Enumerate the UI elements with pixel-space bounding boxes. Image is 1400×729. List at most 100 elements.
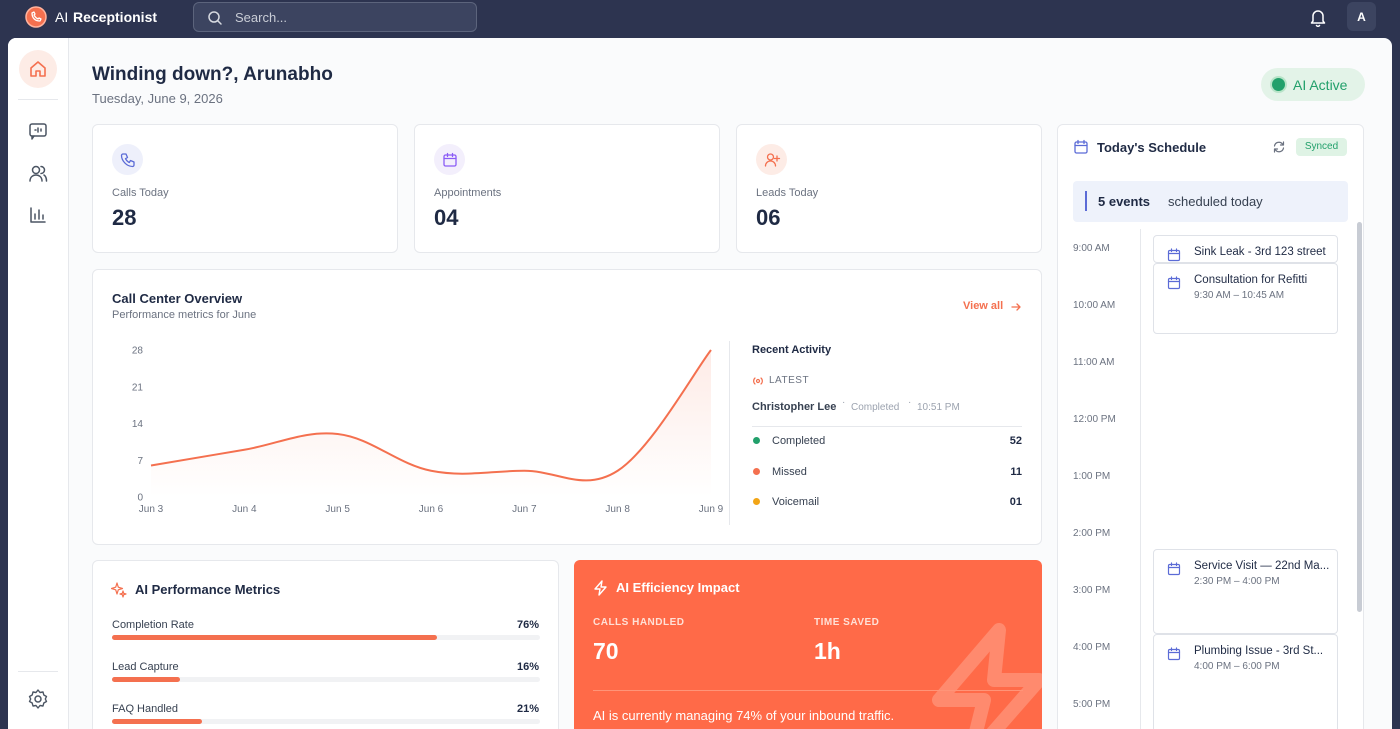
activity-value: 01: [1009, 496, 1022, 508]
stat-value: 28: [112, 205, 137, 230]
stat-icon: [434, 144, 465, 175]
y-tick-label: 14: [132, 419, 144, 430]
metric-bar: [112, 719, 202, 724]
sidebar: [8, 38, 69, 729]
avatar[interactable]: A: [1347, 2, 1376, 31]
sparkle-icon: [111, 582, 127, 598]
x-tick-label: Jun 5: [325, 504, 350, 515]
status-dot: [753, 437, 760, 444]
schedule-title: Today's Schedule: [1097, 140, 1207, 155]
overview-card: Call Center Overview Performance metrics…: [92, 269, 1042, 545]
event-title: Sink Leak - 3rd 123 street: [1194, 246, 1326, 258]
ai-status: AI Active: [1261, 68, 1365, 101]
overview-title: Call Center Overview: [112, 291, 243, 306]
notification-bell[interactable]: [1309, 7, 1327, 27]
arrow-icon: [1011, 303, 1021, 311]
summary-count: 5 events: [1098, 194, 1151, 209]
activity-title: Recent Activity: [752, 344, 832, 356]
event-icon: [1167, 248, 1181, 262]
stat-label: Leads Today: [756, 187, 819, 199]
event-card[interactable]: Service Visit — 22nd Ma... 2:30 PM – 4:00…: [1153, 549, 1338, 634]
activity-value: 52: [1009, 435, 1022, 447]
activity-label: Voicemail: [772, 496, 820, 508]
greeting-title: Winding down?, Arunabho: [92, 64, 333, 85]
brand-prefix: AI: [55, 9, 69, 25]
event-icon: [1167, 276, 1181, 290]
stat-icon: [112, 144, 143, 175]
timeline-divider: [1140, 229, 1141, 729]
metric-track: [112, 677, 540, 682]
line-series: [150, 349, 712, 482]
separator: ·: [842, 397, 846, 408]
time-label: 9:00 AM: [1073, 243, 1110, 254]
search-box[interactable]: Search...: [193, 2, 477, 32]
bolt-watermark: [932, 623, 1042, 729]
x-tick-label: Jun 9: [699, 504, 724, 515]
status-dot: [753, 467, 760, 475]
time-label: 5:00 PM: [1073, 699, 1111, 710]
activity-label: Missed: [772, 465, 807, 478]
time-value: 1h: [814, 638, 841, 664]
latest-icon: [753, 377, 763, 385]
nav-settings[interactable]: [27, 688, 49, 710]
efficiency-card: AI Efficiency Impact CALLS HANDLED 70 TI…: [574, 560, 1042, 729]
metric-track: [112, 719, 540, 724]
nav-contacts[interactable]: [28, 163, 48, 183]
x-tick-label: Jun 3: [139, 504, 164, 515]
time-label: 3:00 PM: [1073, 585, 1111, 596]
event-time: 4:00 PM – 6:00 PM: [1194, 661, 1280, 672]
sidebar-divider: [18, 99, 58, 100]
metrics-card: AI Performance Metrics Completion Rate 76…: [92, 560, 559, 729]
y-tick-label: 7: [137, 456, 143, 467]
calls-value: 70: [593, 638, 619, 664]
latest-status: Completed: [851, 402, 900, 413]
stat-card: Appointments 04: [414, 124, 720, 253]
icon: [120, 152, 135, 167]
event-time: 9:30 AM – 10:45 AM: [1194, 290, 1285, 301]
time-label: 11:00 AM: [1073, 357, 1115, 368]
greeting-date: Tuesday, June 9, 2026: [92, 91, 223, 106]
view-all-text: View all: [963, 300, 1004, 312]
metrics-title: AI Performance Metrics: [135, 582, 281, 597]
event-title: Consultation for Refitti: [1194, 274, 1308, 286]
summary-accent: [1085, 191, 1087, 211]
x-tick-label: Jun 7: [512, 504, 537, 515]
x-tick-label: Jun 8: [605, 504, 630, 515]
event-card[interactable]: Sink Leak - 3rd 123 street: [1153, 235, 1338, 263]
top-bar: AI Receptionist Search... A: [0, 0, 1400, 38]
calendar-icon: [1074, 139, 1088, 154]
status-dot: [1272, 78, 1285, 91]
divider: [752, 426, 1022, 427]
home-icon: [30, 61, 46, 77]
search-placeholder: Search...: [235, 10, 288, 25]
nav-calls[interactable]: [28, 121, 48, 141]
event-icon: [1167, 562, 1181, 576]
calls-label: CALLS HANDLED: [593, 617, 685, 628]
event-title: Service Visit — 22nd Ma...: [1194, 560, 1330, 572]
event-title: Plumbing Issue - 3rd St...: [1194, 645, 1324, 657]
stat-card: Calls Today 28: [92, 124, 398, 253]
event-card[interactable]: Plumbing Issue - 3rd St... 4:00 PM – 6:00…: [1153, 634, 1338, 729]
nav-analytics[interactable]: [28, 205, 48, 225]
icon: [764, 152, 780, 167]
metric-value: 16%: [516, 661, 539, 673]
metric-label: Completion Rate: [112, 619, 194, 631]
schedule-panel: Today's Schedule Synced 5 events schedul…: [1057, 124, 1364, 729]
event-card[interactable]: Consultation for Refitti 9:30 AM – 10:45 …: [1153, 263, 1338, 334]
divider: [729, 341, 730, 525]
x-tick-label: Jun 4: [232, 504, 257, 515]
event-time: 2:30 PM – 4:00 PM: [1194, 576, 1280, 587]
avatar-initial: A: [1357, 10, 1366, 24]
time-label: 4:00 PM: [1073, 642, 1111, 653]
stat-value: 06: [756, 205, 781, 230]
main-panel: Winding down?, Arunabho Tuesday, June 9,…: [8, 38, 1392, 729]
nav-home[interactable]: [19, 50, 57, 88]
line-area: [151, 350, 711, 497]
time-label: 10:00 AM: [1073, 300, 1116, 311]
stat-label: Calls Today: [112, 187, 169, 199]
efficiency-title: AI Efficiency Impact: [616, 580, 740, 595]
schedule-summary: 5 events scheduled today: [1073, 181, 1348, 222]
sync-button[interactable]: [1272, 140, 1286, 154]
summary-text: scheduled today: [1168, 194, 1263, 209]
